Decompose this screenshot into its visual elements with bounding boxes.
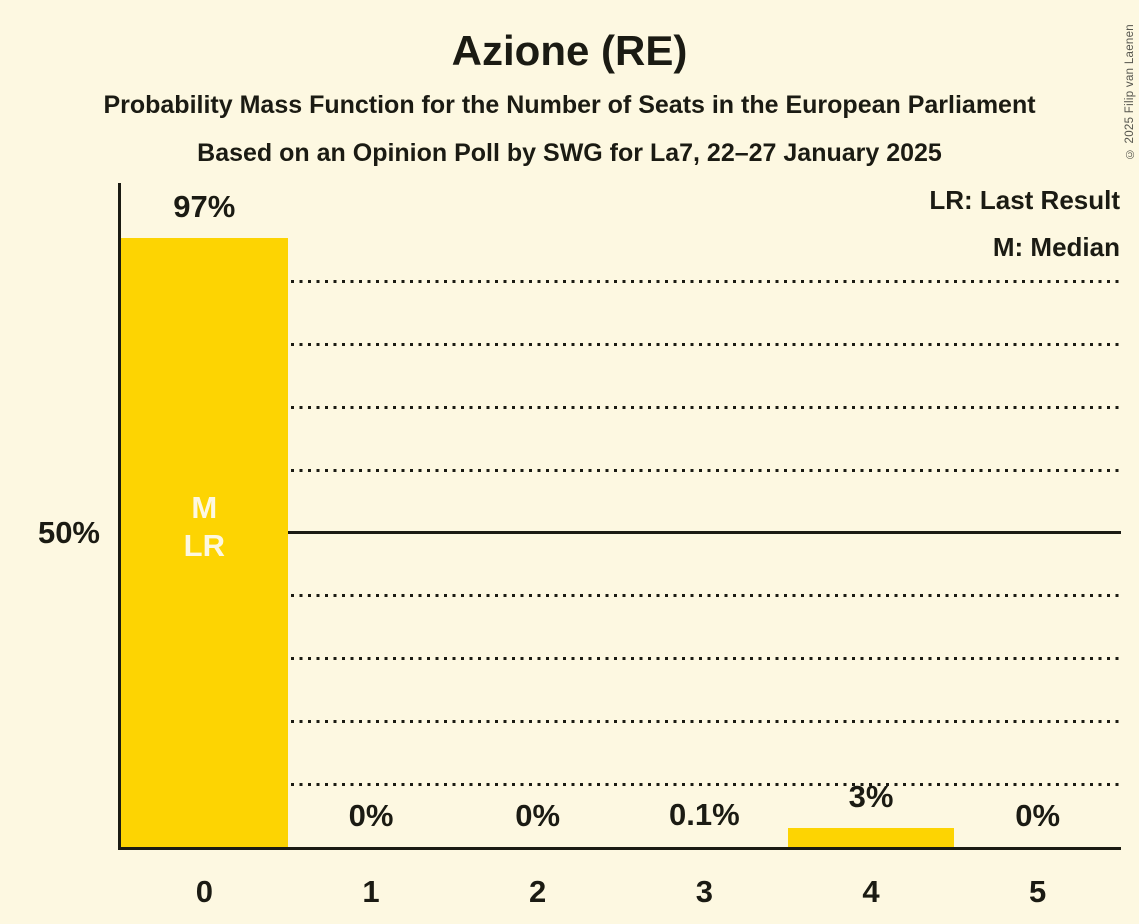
gridline-50-percent	[121, 531, 1121, 535]
plot-area: M LR 97% 0% 0% 0.1% 3% 0%	[118, 183, 1121, 850]
y-axis-50-percent-label: 50%	[37, 515, 100, 550]
median-last-result-marker: M LR	[121, 489, 288, 565]
value-label-seat-4: 3%	[848, 779, 894, 815]
value-label-seat-1: 0%	[348, 798, 394, 833]
legend-median: M: Median	[992, 232, 1120, 262]
page-title: Azione (RE)	[451, 27, 688, 74]
x-tick-1: 1	[362, 874, 380, 909]
bar-seat-0: M LR	[121, 237, 288, 847]
gridline-30-percent	[121, 657, 1121, 661]
chart-legend: LR: Last Result M: Median	[929, 177, 1120, 271]
chart-subtitle: Probability Mass Function for the Number…	[103, 91, 1036, 119]
x-tick-2: 2	[529, 874, 547, 909]
gridline-90-percent	[121, 280, 1121, 284]
value-label-seat-2: 0%	[515, 798, 561, 833]
x-tick-4: 4	[862, 874, 880, 909]
gridline-40-percent	[121, 594, 1121, 598]
gridline-80-percent	[121, 342, 1121, 346]
x-tick-5: 5	[1029, 874, 1047, 909]
gridline-10-percent	[121, 782, 1121, 786]
x-tick-0: 0	[195, 874, 213, 909]
copyright-notice: © 2025 Filip van Laenen	[1124, 24, 1136, 160]
bar-seat-4	[787, 828, 955, 847]
marker-line-2: LR	[183, 528, 225, 563]
legend-last-result: LR: Last Result	[929, 185, 1120, 215]
gridline-20-percent	[121, 719, 1121, 723]
value-label-seat-5: 0%	[1015, 798, 1061, 833]
value-label-seat-3: 0.1%	[668, 797, 740, 833]
chart-poll-source: Based on an Opinion Poll by SWG for La7,…	[197, 139, 942, 167]
value-label-seat-0: 97%	[173, 188, 236, 224]
gridline-60-percent	[121, 468, 1121, 472]
x-tick-3: 3	[695, 874, 713, 909]
marker-line-1: M	[191, 490, 218, 525]
x-axis-tick-labels: 0 1 2 3 4 5	[121, 875, 1121, 915]
gridline-70-percent	[121, 405, 1121, 409]
